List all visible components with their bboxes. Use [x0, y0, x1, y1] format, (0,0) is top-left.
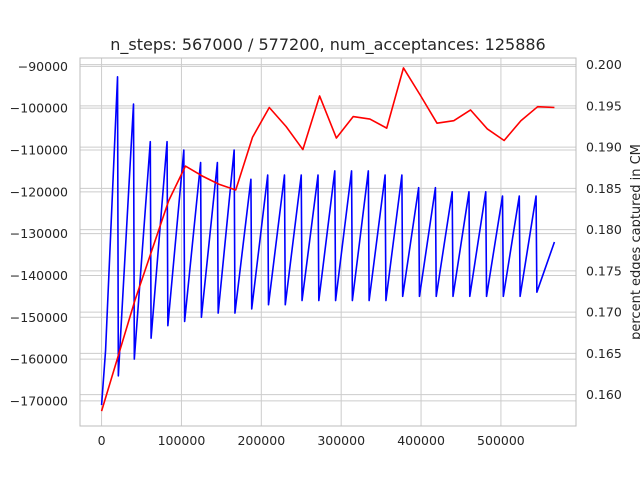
y-right-tick-label: 0.185 [586, 181, 622, 196]
y-left-tick-label: −100000 [10, 101, 68, 116]
series-line-left [100, 76, 556, 406]
y-left-tick-label: −130000 [10, 226, 68, 241]
y-left-tick-label: −110000 [10, 143, 68, 158]
x-tick-label: 300000 [317, 433, 365, 448]
x-axis: 0 100000 200000 300000 400000 500000 [98, 433, 525, 448]
series-line-right [100, 67, 555, 412]
y-right-tick-label: 0.180 [586, 222, 622, 237]
plot-area [100, 67, 556, 412]
y-left-tick-label: −150000 [10, 310, 68, 325]
y-axis-left: −90000 −100000 −110000 −120000 −130000 −14000… [10, 59, 68, 409]
y-right-tick-label: 0.190 [586, 140, 622, 155]
y-right-tick-label: 0.200 [586, 57, 622, 72]
y-left-tick-label: −140000 [10, 268, 68, 283]
y-axis-right: 0.200 0.195 0.190 0.185 0.180 0.175 0.170 0.165… [586, 57, 622, 402]
y-right-tick-label: 0.195 [586, 98, 622, 113]
y-left-tick-label: −90000 [18, 59, 68, 74]
x-tick-label: 400000 [397, 433, 445, 448]
x-tick-label: 0 [98, 433, 106, 448]
y-left-tick-label: −170000 [10, 393, 68, 408]
y-left-tick-label: −120000 [10, 184, 68, 199]
y-axis-right-label: percent edges captured in CM [629, 144, 640, 340]
y-right-tick-label: 0.175 [586, 263, 622, 278]
chart-title: n_steps: 567000 / 577200, num_acceptance… [110, 35, 545, 55]
y-right-tick-label: 0.160 [586, 387, 622, 402]
y-right-tick-label: 0.170 [586, 305, 622, 320]
y-left-tick-label: −160000 [10, 352, 68, 367]
y-right-tick-label: 0.165 [586, 346, 622, 361]
grid [80, 58, 576, 426]
x-tick-label: 200000 [237, 433, 285, 448]
plot-frame [79, 57, 577, 427]
x-tick-label: 500000 [477, 433, 525, 448]
x-tick-label: 100000 [158, 433, 206, 448]
